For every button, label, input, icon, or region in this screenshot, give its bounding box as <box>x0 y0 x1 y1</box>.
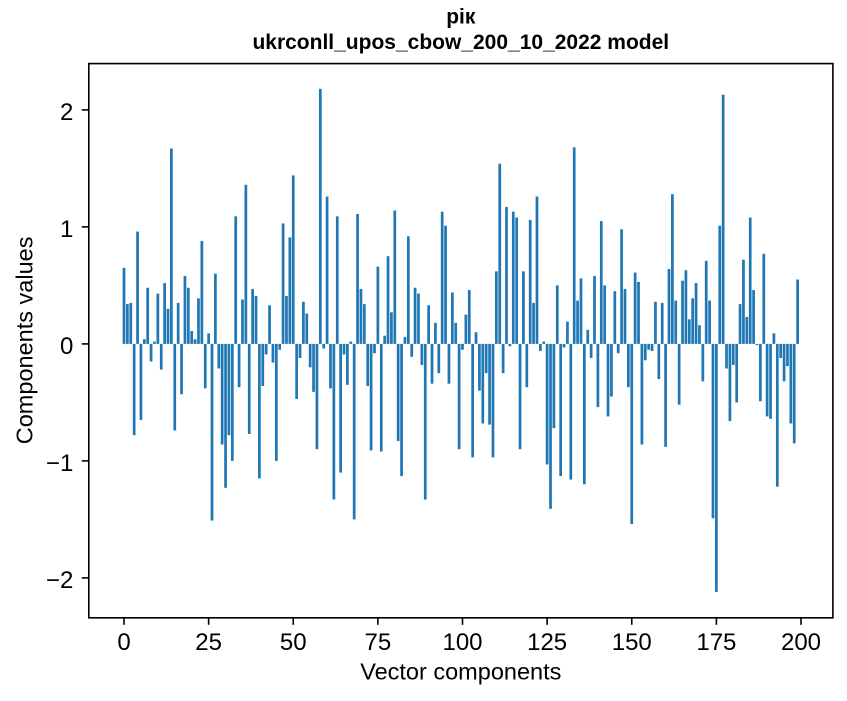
svg-text:2: 2 <box>60 99 73 126</box>
svg-text:75: 75 <box>365 629 392 656</box>
svg-text:−2: −2 <box>46 567 73 594</box>
svg-text:0: 0 <box>60 333 73 360</box>
svg-text:25: 25 <box>195 629 222 656</box>
svg-text:−1: −1 <box>46 450 73 477</box>
svg-text:0: 0 <box>117 629 130 656</box>
svg-text:рік: рік <box>446 6 476 29</box>
svg-text:200: 200 <box>781 629 821 656</box>
svg-text:Vector components: Vector components <box>360 659 561 685</box>
svg-text:ukrconll_upos_cbow_200_10_2022: ukrconll_upos_cbow_200_10_2022 model <box>252 31 669 54</box>
svg-text:50: 50 <box>280 629 307 656</box>
svg-text:125: 125 <box>527 629 567 656</box>
svg-text:Components values: Components values <box>12 237 38 445</box>
svg-text:1: 1 <box>60 216 73 243</box>
svg-text:100: 100 <box>442 629 482 656</box>
svg-text:175: 175 <box>696 629 736 656</box>
svg-text:150: 150 <box>612 629 652 656</box>
